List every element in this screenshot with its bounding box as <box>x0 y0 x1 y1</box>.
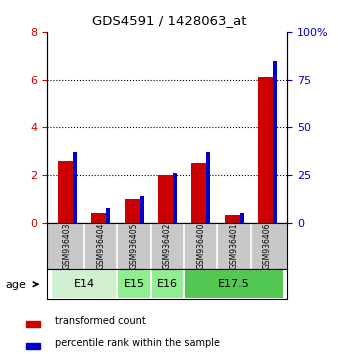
Text: E17.5: E17.5 <box>218 279 250 289</box>
Text: GSM936401: GSM936401 <box>230 223 239 269</box>
Text: GSM936403: GSM936403 <box>63 223 72 269</box>
Bar <box>273 61 277 223</box>
Bar <box>106 208 111 223</box>
Bar <box>58 161 76 223</box>
Bar <box>258 77 276 223</box>
Bar <box>92 213 110 223</box>
Text: E16: E16 <box>157 279 178 289</box>
Bar <box>140 196 144 223</box>
Text: GSM936406: GSM936406 <box>263 223 272 269</box>
Text: percentile rank within the sample: percentile rank within the sample <box>55 338 220 348</box>
Bar <box>225 215 243 223</box>
Bar <box>51 269 117 299</box>
Text: GSM936402: GSM936402 <box>163 223 172 269</box>
Text: transformed count: transformed count <box>55 316 146 326</box>
Bar <box>26 321 40 327</box>
Bar <box>125 199 143 223</box>
Bar <box>26 343 40 349</box>
Bar <box>117 269 151 299</box>
Bar <box>158 175 176 223</box>
Text: E14: E14 <box>73 279 95 289</box>
Text: GSM936404: GSM936404 <box>96 223 105 269</box>
Text: age: age <box>5 280 26 290</box>
Bar <box>173 173 177 223</box>
Bar <box>151 269 184 299</box>
Bar <box>240 213 244 223</box>
Text: E15: E15 <box>123 279 144 289</box>
Bar <box>191 163 210 223</box>
Bar <box>73 152 77 223</box>
Text: GDS4591 / 1428063_at: GDS4591 / 1428063_at <box>92 14 246 27</box>
Text: GSM936400: GSM936400 <box>196 223 205 269</box>
Bar <box>184 269 284 299</box>
Text: GSM936405: GSM936405 <box>129 223 139 269</box>
Bar <box>207 152 211 223</box>
